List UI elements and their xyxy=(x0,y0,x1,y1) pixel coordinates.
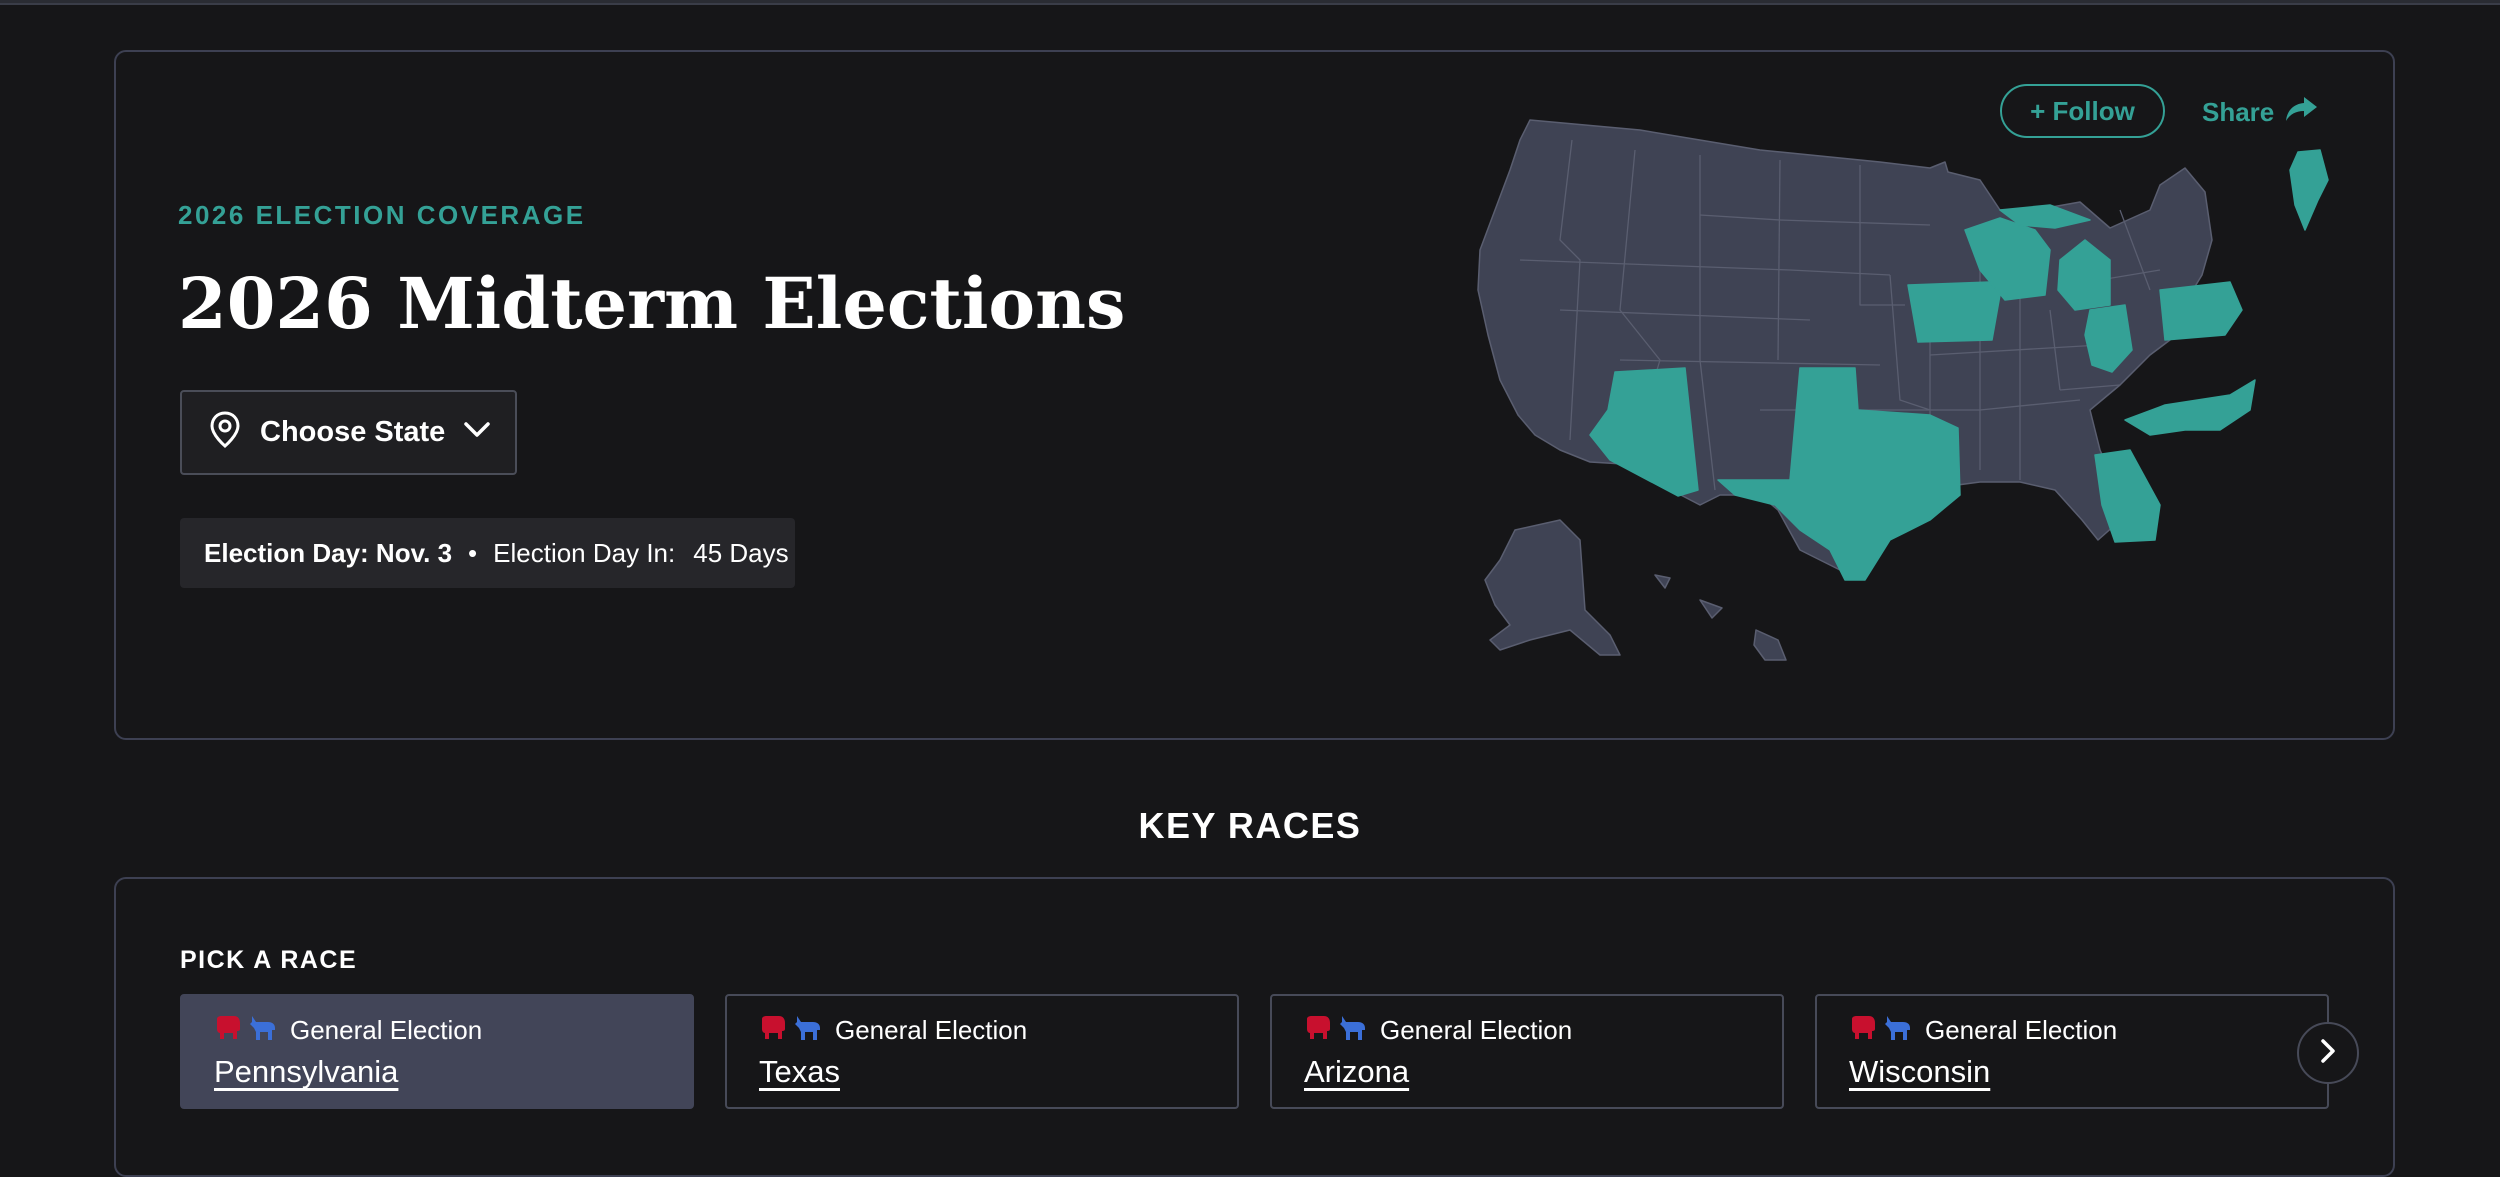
pick-a-race-label: PICK A RACE xyxy=(180,946,358,974)
map-state-iowa[interactable] xyxy=(1907,281,2001,343)
chevron-down-icon xyxy=(463,421,491,444)
share-arrow-icon xyxy=(2284,95,2318,130)
election-day-info: Election Day: Nov. 3 • Election Day In: … xyxy=(180,518,795,588)
map-state-texas[interactable] xyxy=(1717,367,1961,581)
race-card-texas[interactable]: General Election Texas xyxy=(725,994,1239,1109)
coverage-eyebrow: 2026 ELECTION COVERAGE xyxy=(178,200,586,230)
map-state-maine[interactable] xyxy=(2289,149,2329,231)
follow-button[interactable]: + Follow xyxy=(2000,84,2165,138)
race-type: General Election xyxy=(835,1015,1028,1045)
race-type: General Election xyxy=(1380,1015,1573,1045)
map-pin-icon xyxy=(208,411,242,454)
race-card-wisconsin[interactable]: General Election Wisconsin xyxy=(1815,994,2329,1109)
race-type: General Election xyxy=(1925,1015,2118,1045)
race-card-pennsylvania[interactable]: General Election Pennsylvania xyxy=(180,994,694,1109)
key-races-heading: KEY RACES xyxy=(1138,805,1362,846)
map-state-georgia[interactable] xyxy=(2094,449,2161,543)
map-state-ohio[interactable] xyxy=(2084,304,2133,373)
share-label: Share xyxy=(2202,96,2275,127)
donkey-icon xyxy=(248,1014,278,1047)
countdown-label: Election Day In: xyxy=(493,537,676,568)
elephant-icon xyxy=(759,1015,787,1046)
page-title: 2026 Midterm Elections xyxy=(178,262,1126,345)
donkey-icon xyxy=(1883,1014,1913,1047)
map-state-wisconsin[interactable] xyxy=(1964,217,2051,301)
next-races-button[interactable] xyxy=(2297,1022,2359,1084)
elephant-icon xyxy=(214,1015,242,1046)
map-state-north-carolina[interactable] xyxy=(2124,379,2256,436)
donkey-icon xyxy=(1338,1014,1368,1047)
race-type: General Election xyxy=(290,1015,483,1045)
donkey-icon xyxy=(793,1014,823,1047)
map-state-pennsylvania[interactable] xyxy=(2159,281,2243,341)
chevron-right-icon xyxy=(2319,1038,2337,1069)
top-divider xyxy=(0,0,2500,5)
choose-state-label: Choose State xyxy=(260,416,446,448)
race-card-arizona[interactable]: General Election Arizona xyxy=(1270,994,1784,1109)
us-election-map[interactable] xyxy=(1460,110,2340,670)
race-state-link[interactable]: Texas xyxy=(759,1054,840,1089)
elephant-icon xyxy=(1849,1015,1877,1046)
choose-state-dropdown[interactable]: Choose State xyxy=(180,390,517,475)
race-state-link[interactable]: Arizona xyxy=(1304,1054,1410,1089)
separator-dot: • xyxy=(468,537,478,568)
election-day-label: Election Day: Nov. 3 xyxy=(204,537,453,568)
map-state-michigan[interactable] xyxy=(2057,239,2111,311)
election-hero-card xyxy=(114,50,2395,740)
elephant-icon xyxy=(1304,1015,1332,1046)
map-alaska xyxy=(1484,519,1621,656)
race-state-link[interactable]: Pennsylvania xyxy=(214,1054,399,1089)
race-state-link[interactable]: Wisconsin xyxy=(1849,1054,1991,1089)
map-state-michigan-upper[interactable] xyxy=(1999,204,2091,229)
countdown-value: 45 Days xyxy=(693,537,789,568)
share-button[interactable]: Share xyxy=(2202,90,2318,134)
map-hawaii xyxy=(1654,574,1787,661)
map-state-arizona[interactable] xyxy=(1589,367,1699,497)
